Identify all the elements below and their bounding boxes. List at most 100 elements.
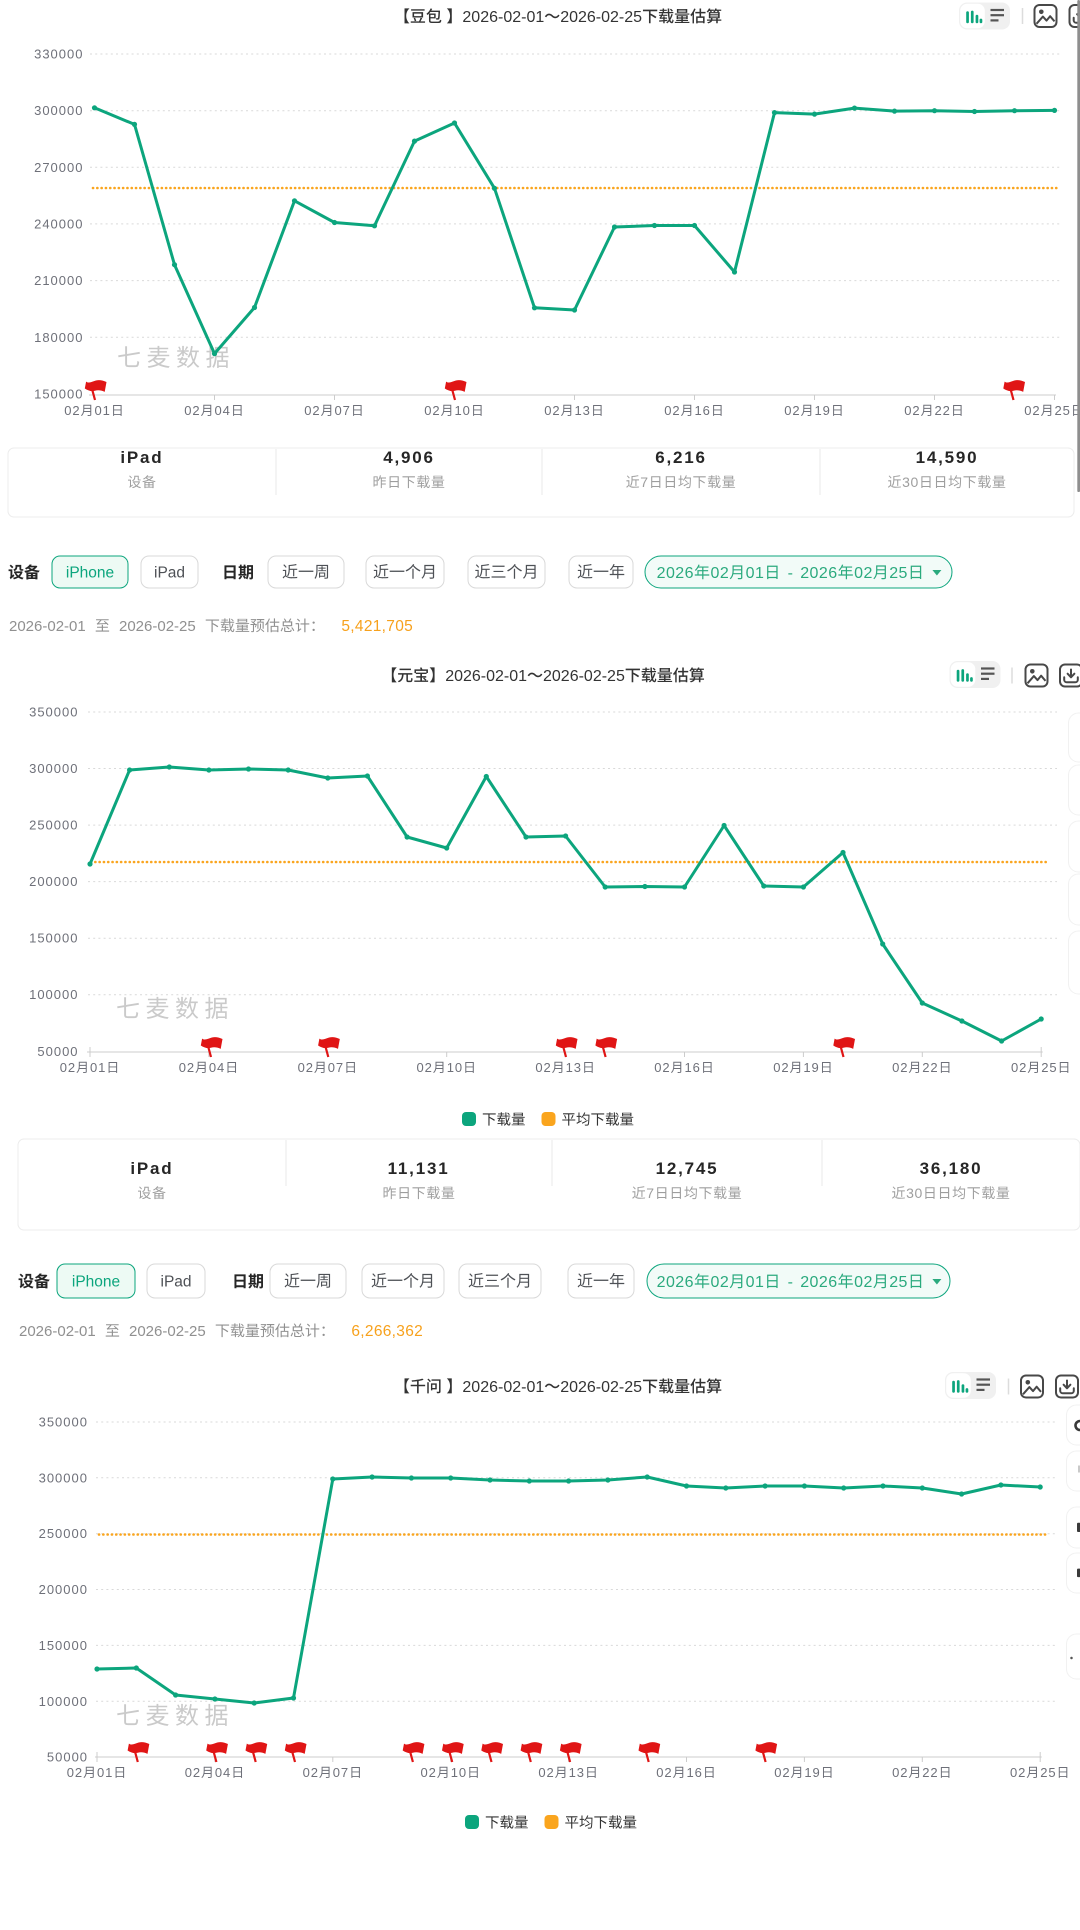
svg-text:02: 02 xyxy=(892,1765,908,1780)
svg-text:02: 02 xyxy=(185,1765,201,1780)
svg-text:02: 02 xyxy=(664,403,680,418)
svg-text:iPhone: iPhone xyxy=(66,565,114,582)
svg-text:25: 25 xyxy=(1041,1060,1057,1075)
svg-text:02: 02 xyxy=(773,1060,789,1075)
svg-text:2026-02-01: 2026-02-01 xyxy=(462,1379,544,1396)
svg-text:13: 13 xyxy=(575,403,591,418)
svg-text:250000: 250000 xyxy=(39,1526,88,1541)
svg-text:02: 02 xyxy=(1010,1765,1026,1780)
svg-text:2026: 2026 xyxy=(800,565,837,582)
svg-text:02: 02 xyxy=(784,403,800,418)
svg-text:350000: 350000 xyxy=(39,1415,88,1430)
svg-text:150000: 150000 xyxy=(39,1638,88,1653)
svg-text:50000: 50000 xyxy=(37,1044,78,1059)
svg-text:100000: 100000 xyxy=(39,1694,88,1709)
svg-text:02: 02 xyxy=(67,1765,83,1780)
svg-text:2026-02-25: 2026-02-25 xyxy=(560,9,642,26)
svg-text:02: 02 xyxy=(538,1765,554,1780)
svg-text:02: 02 xyxy=(424,403,440,418)
svg-text:02: 02 xyxy=(654,1060,670,1075)
svg-text:25: 25 xyxy=(1055,403,1071,418)
svg-text:14,590: 14,590 xyxy=(916,448,979,467)
svg-text:04: 04 xyxy=(209,1060,225,1075)
svg-text:-: - xyxy=(788,565,794,582)
svg-text:02: 02 xyxy=(64,403,80,418)
svg-text:2026-02-25: 2026-02-25 xyxy=(560,1379,642,1396)
svg-text:300000: 300000 xyxy=(39,1470,88,1485)
svg-text:02: 02 xyxy=(854,1274,873,1291)
svg-text:6,216: 6,216 xyxy=(655,448,707,467)
svg-text:2026: 2026 xyxy=(800,1274,837,1291)
svg-text:02: 02 xyxy=(303,1765,319,1780)
svg-text:150000: 150000 xyxy=(34,386,83,401)
svg-text:2026: 2026 xyxy=(657,1274,694,1291)
svg-text:2026-02-25: 2026-02-25 xyxy=(119,618,196,635)
svg-text:02: 02 xyxy=(774,1765,790,1780)
svg-text:02: 02 xyxy=(544,403,560,418)
svg-text:10: 10 xyxy=(455,403,471,418)
svg-text:22: 22 xyxy=(922,1060,938,1075)
svg-text:iPad: iPad xyxy=(154,565,185,582)
svg-text:210000: 210000 xyxy=(34,273,83,288)
svg-text:2026-02-01: 2026-02-01 xyxy=(9,618,86,635)
svg-text:iPhone: iPhone xyxy=(72,1274,120,1291)
svg-text:01: 01 xyxy=(90,1060,106,1075)
svg-text:-: - xyxy=(788,1274,794,1291)
svg-text:02: 02 xyxy=(179,1060,195,1075)
svg-text:02: 02 xyxy=(1011,1060,1027,1075)
svg-text:10: 10 xyxy=(447,1060,463,1075)
svg-text:2026-02-25: 2026-02-25 xyxy=(129,1323,206,1340)
svg-text:04: 04 xyxy=(215,1765,231,1780)
svg-text:7: 7 xyxy=(640,474,648,490)
svg-text:01: 01 xyxy=(746,565,765,582)
svg-text:07: 07 xyxy=(328,1060,344,1075)
svg-text:2026-02-01: 2026-02-01 xyxy=(462,9,544,26)
svg-text:10: 10 xyxy=(451,1765,467,1780)
svg-text:iPad: iPad xyxy=(120,448,163,467)
svg-text:19: 19 xyxy=(815,403,831,418)
svg-text:180000: 180000 xyxy=(34,330,83,345)
svg-text:iPad: iPad xyxy=(161,1274,192,1291)
svg-text:19: 19 xyxy=(804,1765,820,1780)
svg-text:02: 02 xyxy=(298,1060,314,1075)
svg-text:25: 25 xyxy=(1040,1765,1056,1780)
svg-text:6,266,362: 6,266,362 xyxy=(351,1323,423,1340)
svg-text:16: 16 xyxy=(695,403,711,418)
svg-text:2026-02-01: 2026-02-01 xyxy=(19,1323,96,1340)
svg-text:100000: 100000 xyxy=(29,987,78,1002)
svg-text:19: 19 xyxy=(803,1060,819,1075)
svg-text:250000: 250000 xyxy=(29,818,78,833)
svg-text:02: 02 xyxy=(417,1060,433,1075)
svg-text:04: 04 xyxy=(215,403,231,418)
svg-text:07: 07 xyxy=(333,1765,349,1780)
svg-text:01: 01 xyxy=(95,403,111,418)
svg-text:16: 16 xyxy=(685,1060,701,1075)
svg-text:200000: 200000 xyxy=(29,874,78,889)
svg-text:270000: 270000 xyxy=(34,160,83,175)
svg-text:02: 02 xyxy=(854,565,873,582)
svg-text:50000: 50000 xyxy=(47,1750,88,1765)
svg-text:350000: 350000 xyxy=(29,705,78,720)
svg-text:13: 13 xyxy=(569,1765,585,1780)
svg-text:13: 13 xyxy=(566,1060,582,1075)
svg-text:02: 02 xyxy=(711,565,730,582)
svg-text:22: 22 xyxy=(935,403,951,418)
svg-text:5,421,705: 5,421,705 xyxy=(341,618,413,635)
svg-text:4,906: 4,906 xyxy=(383,448,435,467)
svg-text:300000: 300000 xyxy=(29,761,78,776)
svg-text:01: 01 xyxy=(746,1274,765,1291)
svg-text:02: 02 xyxy=(1024,403,1040,418)
svg-text:330000: 330000 xyxy=(34,47,83,62)
svg-text:02: 02 xyxy=(711,1274,730,1291)
svg-text:30: 30 xyxy=(902,474,919,490)
svg-text:16: 16 xyxy=(687,1765,703,1780)
svg-text:07: 07 xyxy=(335,403,351,418)
svg-text:2026-02-01: 2026-02-01 xyxy=(445,668,527,685)
svg-text:12,745: 12,745 xyxy=(656,1159,719,1178)
svg-text:02: 02 xyxy=(304,403,320,418)
svg-text:02: 02 xyxy=(535,1060,551,1075)
svg-text:150000: 150000 xyxy=(29,931,78,946)
svg-text:02: 02 xyxy=(656,1765,672,1780)
svg-text:iPad: iPad xyxy=(130,1159,173,1178)
svg-text:02: 02 xyxy=(60,1060,76,1075)
